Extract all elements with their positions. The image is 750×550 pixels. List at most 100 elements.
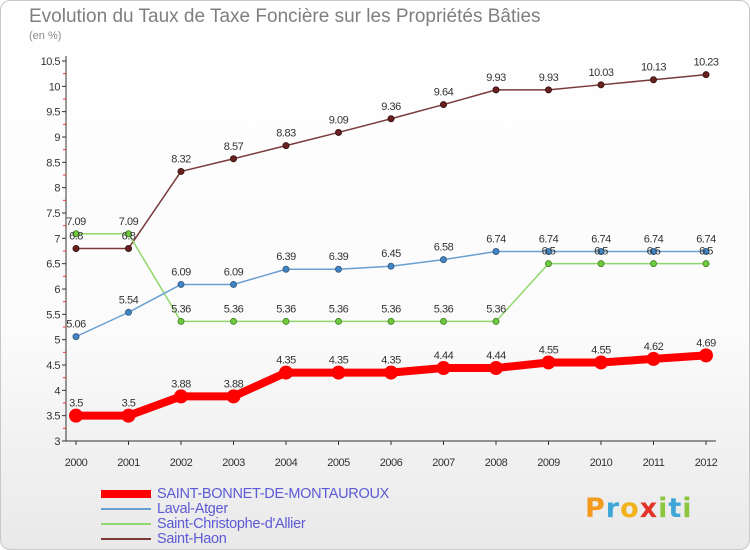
data-point-1: [72, 333, 80, 341]
data-label: 8.57: [224, 141, 244, 153]
data-label: 9.93: [539, 72, 559, 84]
data-label: 5.36: [276, 303, 296, 315]
data-point-3: [440, 101, 447, 109]
data-point-0: [646, 351, 661, 366]
data-point-2: [702, 260, 710, 268]
y-tick-label: 7: [54, 233, 60, 245]
legend-label: SAINT-BONNET-DE-MONTAUROUX: [157, 485, 389, 502]
y-tick-label: 3.5: [46, 411, 60, 423]
data-point-0: [121, 408, 136, 423]
data-label: 6.5: [594, 246, 608, 258]
y-tick-label: 5.5: [46, 309, 60, 321]
data-point-0: [699, 348, 713, 363]
data-label: 4.62: [644, 341, 664, 353]
data-label: 6.74: [644, 234, 664, 246]
data-point-0: [331, 365, 346, 380]
data-label: 8.32: [171, 153, 191, 165]
legend-item: Saint-Haon: [101, 530, 389, 547]
data-label: 6.74: [486, 234, 506, 246]
legend-label: Saint-Haon: [157, 530, 227, 547]
data-label: 5.36: [171, 303, 191, 315]
x-tick-label: 2008: [485, 457, 508, 469]
x-tick-label: 2002: [170, 457, 193, 469]
data-point-2: [650, 260, 657, 268]
data-label: 6.09: [171, 266, 191, 278]
y-tick-label: 5: [54, 335, 60, 347]
data-label: 6.74: [696, 234, 716, 246]
chart-unit-label: (en %): [29, 30, 62, 42]
y-tick-label: 10: [49, 81, 61, 93]
legend-item: Saint-Christophe-d'Allier: [101, 516, 389, 532]
x-tick-label: 2012: [695, 457, 718, 469]
y-tick-label: 8: [54, 183, 60, 195]
data-label: 5.54: [119, 294, 139, 306]
data-point-1: [282, 265, 290, 273]
data-point-3: [650, 76, 657, 84]
legend-item: SAINT-BONNET-DE-MONTAUROUX: [101, 485, 389, 502]
data-point-2: [72, 230, 80, 238]
data-label: 4.55: [539, 344, 559, 356]
data-label: 4.44: [434, 350, 454, 362]
data-point-2: [230, 317, 237, 325]
x-tick-label: 2010: [590, 457, 613, 469]
data-label: 8.83: [276, 128, 296, 140]
y-tick-label: 9: [54, 132, 60, 144]
y-tick-label: 8.5: [46, 157, 60, 169]
data-label: 4.35: [276, 355, 296, 367]
data-point-3: [492, 86, 500, 94]
x-tick-label: 2000: [65, 457, 88, 469]
data-point-2: [545, 260, 552, 268]
data-label: 6.8: [69, 230, 83, 242]
data-point-1: [650, 248, 657, 256]
y-tick-label: 3: [54, 436, 60, 448]
y-tick-label: 4: [54, 385, 60, 397]
x-tick-label: 2003: [222, 457, 245, 469]
chart-legend: SAINT-BONNET-DE-MONTAUROUX Laval-Atger Sai…: [101, 485, 389, 547]
data-point-2: [282, 317, 290, 325]
x-tick-label: 2007: [432, 457, 455, 469]
data-label: 9.09: [329, 114, 349, 126]
data-point-1: [597, 248, 605, 256]
data-label: 4.35: [381, 355, 401, 367]
data-label: 5.36: [381, 303, 401, 315]
data-point-3: [702, 71, 710, 79]
data-point-0: [279, 365, 293, 380]
logo-letter: t: [668, 493, 683, 524]
y-tick-label: 7.5: [46, 208, 60, 220]
data-point-0: [541, 355, 556, 370]
data-label: 6.8: [122, 230, 136, 242]
data-label: 6.58: [434, 242, 454, 254]
data-label: 6.45: [381, 248, 401, 260]
data-label: 5.36: [224, 303, 244, 315]
data-label: 6.5: [542, 246, 556, 258]
data-point-2: [335, 317, 342, 325]
y-tick-label: 4.5: [46, 360, 60, 372]
data-label: 4.44: [486, 350, 506, 362]
logo-letter: o: [620, 493, 640, 524]
y-tick-label: 9.5: [46, 107, 60, 119]
data-label: 6.5: [647, 246, 661, 258]
data-label: 6.39: [329, 251, 349, 263]
logo-letter: P: [585, 493, 606, 524]
data-label: 3.5: [122, 398, 136, 410]
data-point-1: [177, 280, 185, 288]
logo-letter: i: [682, 493, 693, 524]
data-label: 6.09: [224, 266, 244, 278]
data-point-3: [335, 128, 342, 136]
legend-swatch: [101, 507, 151, 510]
data-label: 10.03: [588, 67, 613, 79]
data-label: 6.74: [539, 234, 559, 246]
data-point-1: [440, 256, 447, 264]
data-point-1: [230, 280, 237, 288]
data-label: 7.09: [66, 216, 86, 228]
data-point-0: [384, 365, 398, 380]
data-label: 3.5: [69, 398, 83, 410]
data-point-1: [387, 262, 395, 270]
legend-swatch: [101, 489, 151, 498]
data-label: 9.36: [381, 101, 401, 113]
data-point-0: [174, 389, 188, 404]
data-point-1: [545, 248, 552, 256]
data-point-3: [177, 167, 185, 175]
